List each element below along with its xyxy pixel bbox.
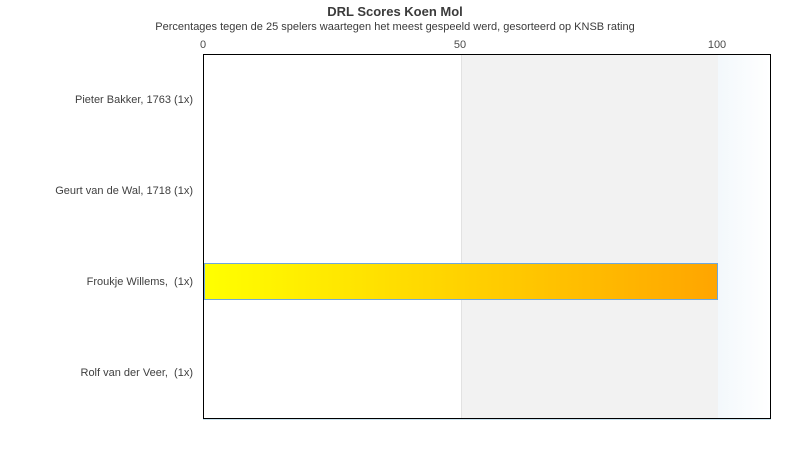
background-band: [461, 55, 719, 418]
background-band: [718, 55, 770, 418]
bar-rows: [204, 55, 770, 418]
plot-background: [204, 55, 770, 418]
bar-row: [204, 146, 770, 237]
x-axis-ticks: 0 50 100: [0, 39, 790, 53]
chart-title: DRL Scores Koen Mol: [327, 4, 463, 19]
x-tick-label: 0: [199, 39, 207, 51]
player-label: Geurt van de Wal, 1718 (1x): [55, 184, 193, 197]
player-label: Pieter Bakker, 1763 (1x): [74, 93, 193, 106]
bar-row: [204, 55, 770, 146]
bar-row: [204, 237, 770, 328]
y-axis-labels: Pieter Bakker, 1763 (1x) Geurt van de Wal…: [0, 54, 193, 419]
player-label: Froukje Willems, (1x): [86, 276, 193, 289]
player-label: Rolf van der Veer, (1x): [80, 367, 194, 380]
plot-area: [203, 54, 771, 419]
score-bar: [204, 263, 718, 301]
x-tick-label: 100: [707, 39, 727, 51]
x-tick-label: 50: [453, 39, 467, 51]
bar-row: [204, 327, 770, 418]
chart-subtitle: Percentages tegen de 25 spelers waartege…: [155, 21, 635, 33]
